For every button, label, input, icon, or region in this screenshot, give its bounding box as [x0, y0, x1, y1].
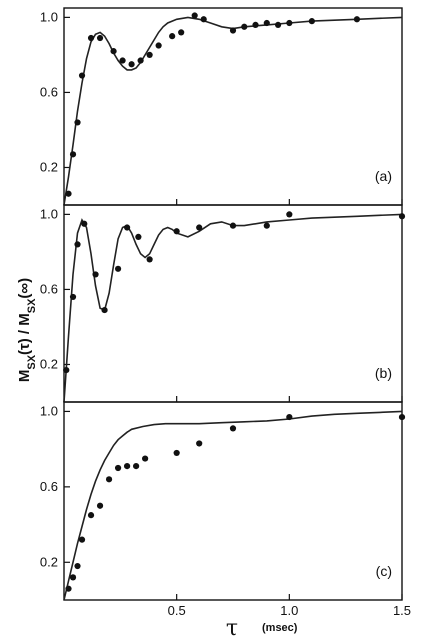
panel-b-point-13 [263, 222, 270, 229]
panel-c-label: (c) [376, 563, 392, 579]
panel-a-point-8 [128, 61, 135, 68]
panel-c-point-12 [196, 440, 203, 447]
panel-b-point-3 [81, 220, 88, 227]
panel-a-ytick-label-0: 0.2 [40, 159, 58, 174]
panel-a-point-4 [87, 34, 95, 42]
panel-a-point-21 [286, 19, 293, 27]
panel-b-point-10 [173, 228, 180, 235]
panel-c-point-5 [96, 502, 104, 509]
panel-b-ytick-label-0: 0.2 [40, 356, 58, 371]
y-axis-label: MSX(τ) / MSX(∞) [16, 278, 38, 382]
panel-a-fit-curve [63, 16, 403, 206]
panel-b-point-0 [63, 367, 70, 374]
y-label-m2: M [16, 313, 33, 326]
panel-a-point-11 [155, 42, 162, 49]
panel-b-point-2 [74, 241, 81, 248]
panel-c-point-1 [69, 574, 77, 581]
panel-c-point-4 [87, 512, 95, 519]
panel-c-point-15 [398, 413, 406, 421]
panel-a-point-12 [169, 33, 176, 40]
panel-b-label: (b) [375, 365, 392, 381]
panel-a-ytick-label-1: 0.6 [40, 84, 58, 99]
y-label-s1: SX [26, 354, 38, 369]
panel-a-point-2 [74, 119, 81, 126]
panel-c-point-14 [286, 413, 293, 421]
panel-a-ytick-label-2: 1.0 [40, 9, 58, 24]
panel-b-fit-curve [63, 213, 403, 403]
panel-c-xtick-label-0: 0.5 [168, 603, 186, 618]
panel-c-point-2 [74, 562, 81, 570]
panel-b-point-11 [196, 224, 203, 231]
panel-c-point-7 [114, 464, 122, 472]
panel-c-point-0 [65, 585, 72, 592]
panel-c-fit-curve [63, 410, 403, 601]
panel-c-point-8 [123, 463, 131, 470]
panel-b-point-4 [92, 271, 99, 278]
panel-a-label: (a) [375, 168, 392, 184]
panel-a-point-9 [137, 57, 144, 64]
panel-a-point-23 [353, 16, 361, 23]
panel-b-point-9 [146, 256, 153, 263]
panel-a-point-15 [200, 16, 207, 23]
panel-b-point-8 [135, 233, 142, 240]
panel-a-point-0 [65, 190, 72, 197]
panel-c-point-3 [78, 536, 86, 543]
panel-c: 0.2 0.6 1.0 0.5 1.0 1.5 (c) [40, 401, 411, 618]
panel-a-point-19 [263, 19, 270, 27]
panel-a-point-5 [96, 34, 104, 42]
x-axis-label-symbol: τ [226, 616, 238, 641]
panel-b-point-15 [398, 213, 406, 220]
panel-a-point-1 [69, 151, 77, 158]
panel-a-point-6 [110, 48, 117, 55]
panel-b-ytick-label-1: 0.6 [40, 281, 58, 296]
panel-b-point-1 [69, 293, 77, 301]
panel-b-point-6 [114, 265, 122, 272]
panel-b: 0.2 0.6 1.0 (b) [40, 204, 406, 403]
y-label-arg2: (∞) [16, 278, 33, 299]
panel-c-ytick-label-1: 0.6 [40, 479, 58, 494]
panel-c-point-13 [229, 425, 237, 432]
panel-b-ytick-label-2: 1.0 [40, 206, 58, 221]
panel-b-point-5 [101, 306, 108, 314]
panel-c-point-6 [105, 476, 113, 483]
panels-group: 0.2 0.6 1.0 (a) 0.2 0.6 1.0 (b) 0.2 0.6 1.0 0.5 1.0 1… [40, 7, 411, 618]
panel-c-point-11 [173, 449, 180, 457]
panel-a-point-7 [119, 57, 126, 64]
panel-a-point-17 [241, 23, 248, 30]
panel-a-point-3 [78, 72, 86, 79]
panel-c-xtick-label-1: 1.0 [280, 603, 298, 618]
y-label-m1: M [16, 370, 33, 383]
panel-b-frame [63, 204, 403, 403]
panel-c-point-9 [133, 463, 140, 470]
panel-a-frame [63, 7, 403, 206]
panel-b-point-14 [286, 211, 293, 218]
panel-a-point-14 [191, 12, 198, 19]
panel-a-point-18 [252, 21, 259, 28]
panel-a-point-16 [229, 27, 237, 34]
x-axis-label-unit: (msec) [262, 622, 298, 634]
panel-c-point-10 [142, 455, 149, 462]
panel-c-xtick-label-2: 1.5 [393, 603, 411, 618]
panel-c-ytick-label-2: 1.0 [40, 403, 58, 418]
y-label-arg1: (τ) / [16, 326, 33, 355]
panel-c-ytick-label-0: 0.2 [40, 554, 58, 569]
panel-a-point-10 [146, 51, 153, 59]
panel-a-point-13 [178, 29, 185, 36]
panel-c-frame [63, 401, 403, 601]
y-label-s2: SX [26, 298, 38, 313]
panel-a-point-20 [274, 21, 282, 28]
panel-b-point-12 [229, 222, 237, 229]
panel-a-point-22 [308, 18, 315, 25]
panel-b-point-7 [123, 224, 131, 231]
panel-a: 0.2 0.6 1.0 (a) [40, 7, 403, 206]
